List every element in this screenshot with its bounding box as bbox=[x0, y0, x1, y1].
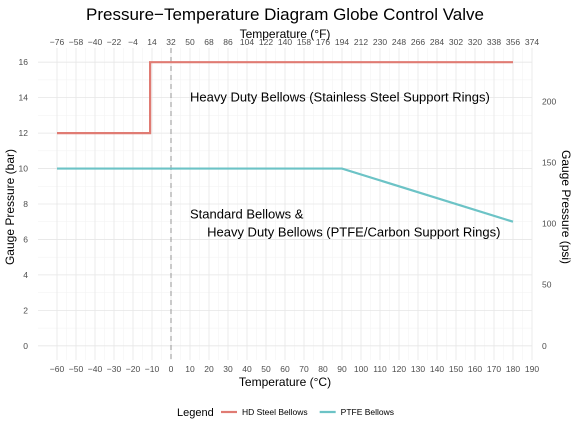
x2-tick-label: −40 bbox=[88, 37, 103, 47]
x-tick-label: −60 bbox=[50, 364, 65, 374]
y-tick-label: 2 bbox=[23, 305, 28, 315]
annotation-label-2: Standard Bellows & bbox=[190, 207, 304, 222]
x-tick-label: 40 bbox=[242, 364, 252, 374]
y-tick-label: 4 bbox=[23, 270, 28, 280]
x-tick-label: 10 bbox=[185, 364, 195, 374]
annotation-layer: Heavy Duty Bellows (Stainless Steel Supp… bbox=[190, 90, 500, 240]
x2-tick-label: 176 bbox=[316, 37, 330, 47]
x-tick-label: 0 bbox=[169, 364, 174, 374]
x2-tick-label: 140 bbox=[278, 37, 292, 47]
y2-tick-label: 200 bbox=[542, 96, 556, 106]
annotation-label-1: Heavy Duty Bellows (Stainless Steel Supp… bbox=[190, 90, 490, 105]
x2-tick-label: 104 bbox=[240, 37, 254, 47]
x2-tick-label: 50 bbox=[185, 37, 195, 47]
y2-tick-label: 150 bbox=[542, 157, 556, 167]
x2-tick-label: 68 bbox=[204, 37, 214, 47]
x-tick-label: 170 bbox=[487, 364, 501, 374]
x-tick-label: 100 bbox=[354, 364, 368, 374]
x-axis-ticks: −60 −50 −40 −30 −20 −10 0 10 20 30 40 50 60 70 80 90 100… bbox=[50, 364, 540, 374]
x2-tick-label: 338 bbox=[487, 37, 501, 47]
chart-title: Pressure−Temperature Diagram Globe Contr… bbox=[86, 5, 484, 24]
y-tick-label: 8 bbox=[23, 199, 28, 209]
y2-axis-title: Gauge Pressure (psi) bbox=[559, 150, 573, 264]
x2-tick-label: −22 bbox=[107, 37, 122, 47]
x2-tick-label: 248 bbox=[392, 37, 406, 47]
x-tick-label: −30 bbox=[107, 364, 122, 374]
x-tick-label: 150 bbox=[449, 364, 463, 374]
series-layer bbox=[57, 61, 514, 223]
legend-label-ptfe-bellows: PTFE Bellows bbox=[341, 407, 394, 417]
x2-tick-label: 212 bbox=[354, 37, 368, 47]
x2-tick-label: −76 bbox=[50, 37, 65, 47]
x2-tick-label: −58 bbox=[69, 37, 84, 47]
y-axis-title: Gauge Pressure (bar) bbox=[3, 149, 17, 265]
x2-tick-label: 266 bbox=[411, 37, 425, 47]
y-tick-label: 12 bbox=[19, 128, 29, 138]
x2-axis-title: Temperature (°F) bbox=[240, 27, 331, 41]
y2-tick-label: 100 bbox=[542, 219, 556, 229]
y-tick-label: 10 bbox=[19, 164, 29, 174]
x2-tick-label: 284 bbox=[430, 37, 444, 47]
x2-axis-ticks: −76 −58 −40 −22 −4 14 32 50 68 86 104 122 140 158 176 1… bbox=[50, 37, 540, 47]
annotation-label-3: Heavy Duty Bellows (PTFE/Carbon Support … bbox=[207, 224, 500, 239]
x-tick-label: 80 bbox=[318, 364, 328, 374]
y-tick-label: 14 bbox=[19, 93, 29, 103]
hd-steel-bellows-line bbox=[57, 61, 513, 135]
x-tick-label: 70 bbox=[299, 364, 309, 374]
x-tick-label: 60 bbox=[280, 364, 290, 374]
y-tick-label: 0 bbox=[23, 341, 28, 351]
y2-tick-label: 50 bbox=[542, 280, 552, 290]
x-tick-label: 180 bbox=[506, 364, 520, 374]
x2-tick-label: 302 bbox=[449, 37, 463, 47]
x-tick-label: −10 bbox=[145, 364, 160, 374]
x-tick-label: 50 bbox=[261, 364, 271, 374]
x-tick-label: −40 bbox=[88, 364, 103, 374]
x-tick-label: 20 bbox=[204, 364, 214, 374]
x-tick-label: 160 bbox=[468, 364, 482, 374]
legend-title: Legend bbox=[177, 407, 214, 419]
x2-tick-label: 122 bbox=[259, 37, 273, 47]
x2-tick-label: −4 bbox=[128, 37, 138, 47]
x-tick-label: 110 bbox=[373, 364, 387, 374]
major-gridlines bbox=[38, 48, 533, 360]
y-axis-ticks: 0 2 4 6 8 10 12 14 16 bbox=[19, 57, 29, 351]
x2-tick-label: 14 bbox=[147, 37, 157, 47]
y-tick-label: 6 bbox=[23, 234, 28, 244]
x2-tick-label: 356 bbox=[506, 37, 520, 47]
x-tick-label: 130 bbox=[411, 364, 425, 374]
y-tick-label: 16 bbox=[19, 57, 29, 67]
y2-tick-label: 0 bbox=[542, 341, 547, 351]
legend-label-hd-steel-bellows: HD Steel Bellows bbox=[242, 407, 308, 417]
ptfe-bellows-line bbox=[57, 167, 514, 223]
x-tick-label: −50 bbox=[69, 364, 84, 374]
x2-tick-label: 32 bbox=[166, 37, 176, 47]
legend: Legend HD Steel Bellows PTFE Bellows bbox=[177, 407, 394, 419]
x-tick-label: 90 bbox=[337, 364, 347, 374]
x2-tick-label: 194 bbox=[335, 37, 349, 47]
x-axis-title: Temperature (°C) bbox=[239, 375, 331, 389]
x2-tick-label: 320 bbox=[468, 37, 482, 47]
x2-tick-label: 86 bbox=[223, 37, 233, 47]
x-tick-label: −20 bbox=[126, 364, 141, 374]
x2-tick-label: 374 bbox=[525, 37, 539, 47]
y2-axis-ticks: 0 50 100 150 200 bbox=[542, 96, 556, 350]
x2-tick-label: 230 bbox=[373, 37, 387, 47]
x-tick-label: 120 bbox=[392, 364, 406, 374]
x-tick-label: 140 bbox=[430, 364, 444, 374]
x2-tick-label: 158 bbox=[297, 37, 311, 47]
x-tick-label: 190 bbox=[525, 364, 539, 374]
x-tick-label: 30 bbox=[223, 364, 233, 374]
